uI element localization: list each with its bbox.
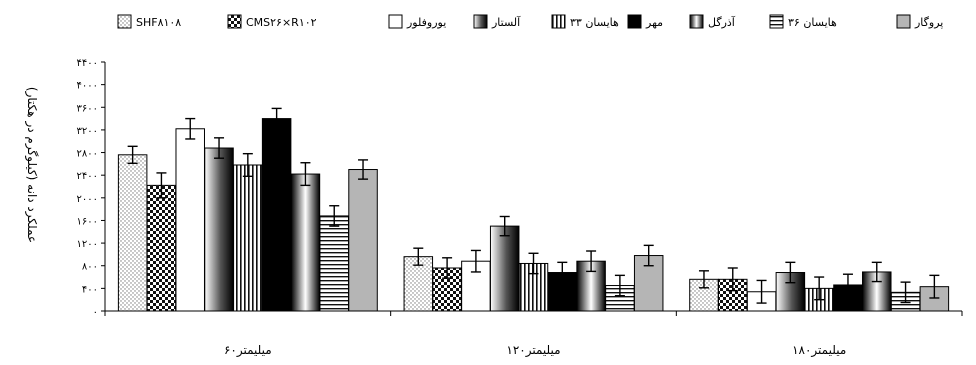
plot-area: [117, 107, 950, 312]
legend-item: SHF۸۱۰۸: [117, 14, 181, 29]
y-tick-label: ۲۰۰۰: [77, 194, 98, 205]
bar: [489, 225, 520, 312]
legend-label: SHF۸۱۰۸: [136, 16, 181, 29]
legend-swatch: [689, 14, 704, 29]
x-axis: ۶۰میلیمتر ۱۲۰میلیمتر ۱۸۰میلیمتر: [104, 310, 963, 358]
bar: [233, 164, 263, 312]
y-tick-label: ۸۰۰: [82, 262, 98, 273]
y-tick-label: ۴۴۰۰: [77, 58, 98, 69]
legend-swatch: [473, 14, 488, 29]
legend-label: مهر: [645, 16, 663, 29]
legend-swatch: [769, 14, 784, 29]
legend-label: هایسان ۳۳: [570, 16, 619, 29]
legend-label: آذرگل: [708, 15, 736, 29]
y-tick-label: ۴۰۰۰: [77, 81, 98, 92]
legend-swatch: [551, 14, 566, 29]
legend-item: CMS۲۶×R۱۰۲: [227, 14, 317, 29]
y-tick-label: ۲۴۰۰: [77, 171, 98, 182]
y-tick-label: ۲۸۰۰: [77, 149, 98, 160]
legend-label: هایسان ۳۶: [788, 16, 837, 29]
bar: [348, 169, 378, 312]
bar: [146, 184, 177, 312]
legend-item: یوروفلور: [388, 14, 446, 29]
bar: [290, 173, 321, 312]
legend-label: پروگار: [914, 16, 943, 29]
y-tick-label: ۴۰۰: [82, 284, 98, 295]
legend-swatch: [227, 14, 242, 29]
y-tick-label: ۱۶۰۰: [77, 216, 98, 227]
legend-swatch: [388, 14, 403, 29]
bar: [117, 154, 148, 312]
legend-item: آذرگل: [689, 14, 736, 29]
legend-item: مهر: [627, 14, 663, 29]
x-category-label: ۱۲۰میلیمتر: [506, 343, 560, 358]
legend-label: CMS۲۶×R۱۰۲: [246, 16, 317, 29]
legend-label: یوروفلور: [406, 16, 446, 29]
x-category-label: ۱۸۰میلیمتر: [792, 343, 846, 358]
bar: [261, 118, 292, 312]
legend-item: پروگار: [896, 14, 943, 29]
bar: [204, 147, 234, 312]
legend: SHF۸۱۰۸ CMS۲۶×R۱۰۲ یوروفلور آلستار هایسان ۳۳…: [117, 14, 943, 29]
y-tick-label: ۱۲۰۰: [77, 239, 98, 250]
y-axis: ۰ ۴۰۰ ۸۰۰ ۱۲۰۰ ۱۶۰۰ ۲۰۰۰ ۲۴۰۰ ۲۸۰۰ ۳۲۰۰ ۳۶۰۰ ۴۰۰۰ ۴…: [77, 58, 106, 318]
legend-label: آلستار: [491, 15, 521, 29]
legend-swatch: [896, 14, 911, 29]
x-category-label: ۶۰میلیمتر: [224, 343, 272, 358]
y-tick-label: ۰: [93, 307, 98, 318]
legend-swatch: [627, 14, 642, 29]
bar: [319, 215, 349, 312]
legend-item: هایسان ۳۶: [769, 14, 837, 29]
legend-swatch: [117, 14, 132, 29]
legend-item: هایسان ۳۳: [551, 14, 619, 29]
legend-item: آلستار: [473, 14, 521, 29]
y-tick-label: ۳۲۰۰: [77, 126, 98, 137]
bar: [175, 128, 205, 312]
y-tick-label: ۳۶۰۰: [77, 103, 98, 114]
y-axis-label: عملکرد دانه (کیلوگرم در هکتار): [24, 87, 39, 243]
